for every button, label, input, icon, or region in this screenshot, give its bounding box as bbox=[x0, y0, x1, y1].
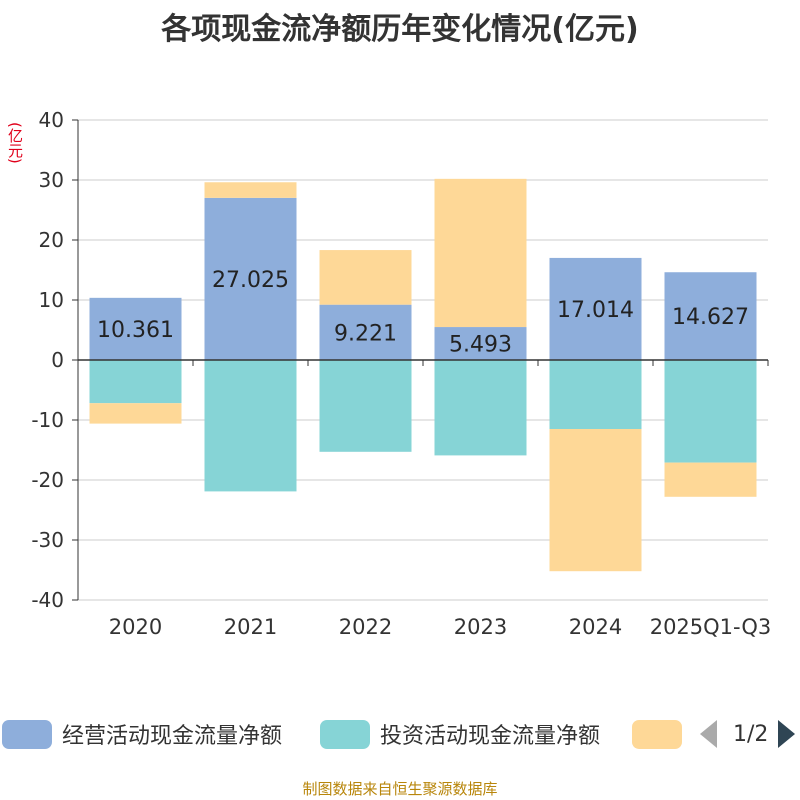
y-axis-unit: (亿元) bbox=[6, 122, 24, 164]
x-category-label: 2024 bbox=[569, 615, 622, 639]
legend: 经营活动现金流量净额 投资活动现金流量净额 1/2 bbox=[0, 716, 800, 752]
x-category-label: 2021 bbox=[224, 615, 277, 639]
bar-segment bbox=[319, 304, 412, 360]
bar-segment bbox=[434, 327, 527, 360]
bar-chart: 40 30 20 10 0 -10 -20 -30 -40 10.361 27.025 9.221 5.… bbox=[31, 108, 772, 639]
legend-next-page-icon[interactable] bbox=[778, 720, 796, 748]
legend-page-indicator: 1/2 bbox=[733, 721, 769, 747]
legend-item-investing[interactable]: 投资活动现金流量净额 bbox=[320, 716, 600, 752]
legend-swatch-operating bbox=[2, 719, 52, 749]
bar-segment bbox=[664, 272, 757, 360]
x-category-label: 2022 bbox=[339, 615, 392, 639]
y-tick-label: -20 bbox=[31, 468, 64, 492]
bar-value-label: 9.221 bbox=[334, 321, 397, 346]
legend-item-financing[interactable] bbox=[632, 716, 692, 752]
x-category-label: 2023 bbox=[454, 615, 507, 639]
bar-segment bbox=[549, 429, 642, 572]
bar-value-label: 17.014 bbox=[557, 298, 634, 323]
bar-segment bbox=[89, 297, 182, 360]
legend-pager: 1/2 bbox=[700, 716, 796, 752]
y-tick-label: 30 bbox=[39, 168, 64, 192]
bar-segment bbox=[204, 197, 297, 360]
bar-value-label: 10.361 bbox=[97, 318, 174, 343]
legend-prev-page-icon[interactable] bbox=[700, 720, 717, 748]
bar-segment bbox=[89, 403, 182, 424]
x-category-label: 2025Q1-Q3 bbox=[650, 615, 772, 639]
bar-segment bbox=[549, 257, 642, 360]
legend-label-investing: 投资活动现金流量净额 bbox=[380, 724, 601, 749]
bar-segment bbox=[664, 360, 757, 463]
bar-value-label: 27.025 bbox=[212, 268, 289, 293]
legend-swatch-financing bbox=[632, 719, 682, 749]
bar-segment bbox=[319, 360, 412, 452]
legend-swatch-investing bbox=[320, 719, 370, 749]
bar-segment bbox=[664, 462, 757, 497]
bar-value-label: 14.627 bbox=[672, 305, 749, 330]
bar-segment bbox=[89, 360, 182, 404]
legend-label-operating: 经营活动现金流量净额 bbox=[62, 724, 283, 749]
y-tick-label: 20 bbox=[39, 228, 64, 252]
bar-value-label: 5.493 bbox=[449, 333, 512, 358]
y-tick-label: -30 bbox=[31, 528, 64, 552]
y-tick-label: 10 bbox=[39, 288, 64, 312]
legend-item-operating[interactable]: 经营活动现金流量净额 bbox=[2, 716, 282, 752]
x-category-label: 2020 bbox=[109, 615, 162, 639]
chart-title: 各项现金流净额历年变化情况(亿元) bbox=[161, 12, 639, 47]
bar-segment bbox=[549, 360, 642, 429]
bar-segment bbox=[434, 360, 527, 456]
data-source-note: 制图数据来自恒生聚源数据库 bbox=[302, 780, 498, 798]
y-tick-label: -40 bbox=[31, 588, 64, 612]
bar-segment bbox=[434, 178, 527, 328]
y-tick-label: -10 bbox=[31, 408, 64, 432]
bar-segment bbox=[204, 182, 297, 198]
y-tick-label: 40 bbox=[39, 108, 64, 132]
y-tick-label: 0 bbox=[51, 348, 64, 372]
bar-segment bbox=[204, 360, 297, 492]
bar-segment bbox=[319, 250, 412, 305]
